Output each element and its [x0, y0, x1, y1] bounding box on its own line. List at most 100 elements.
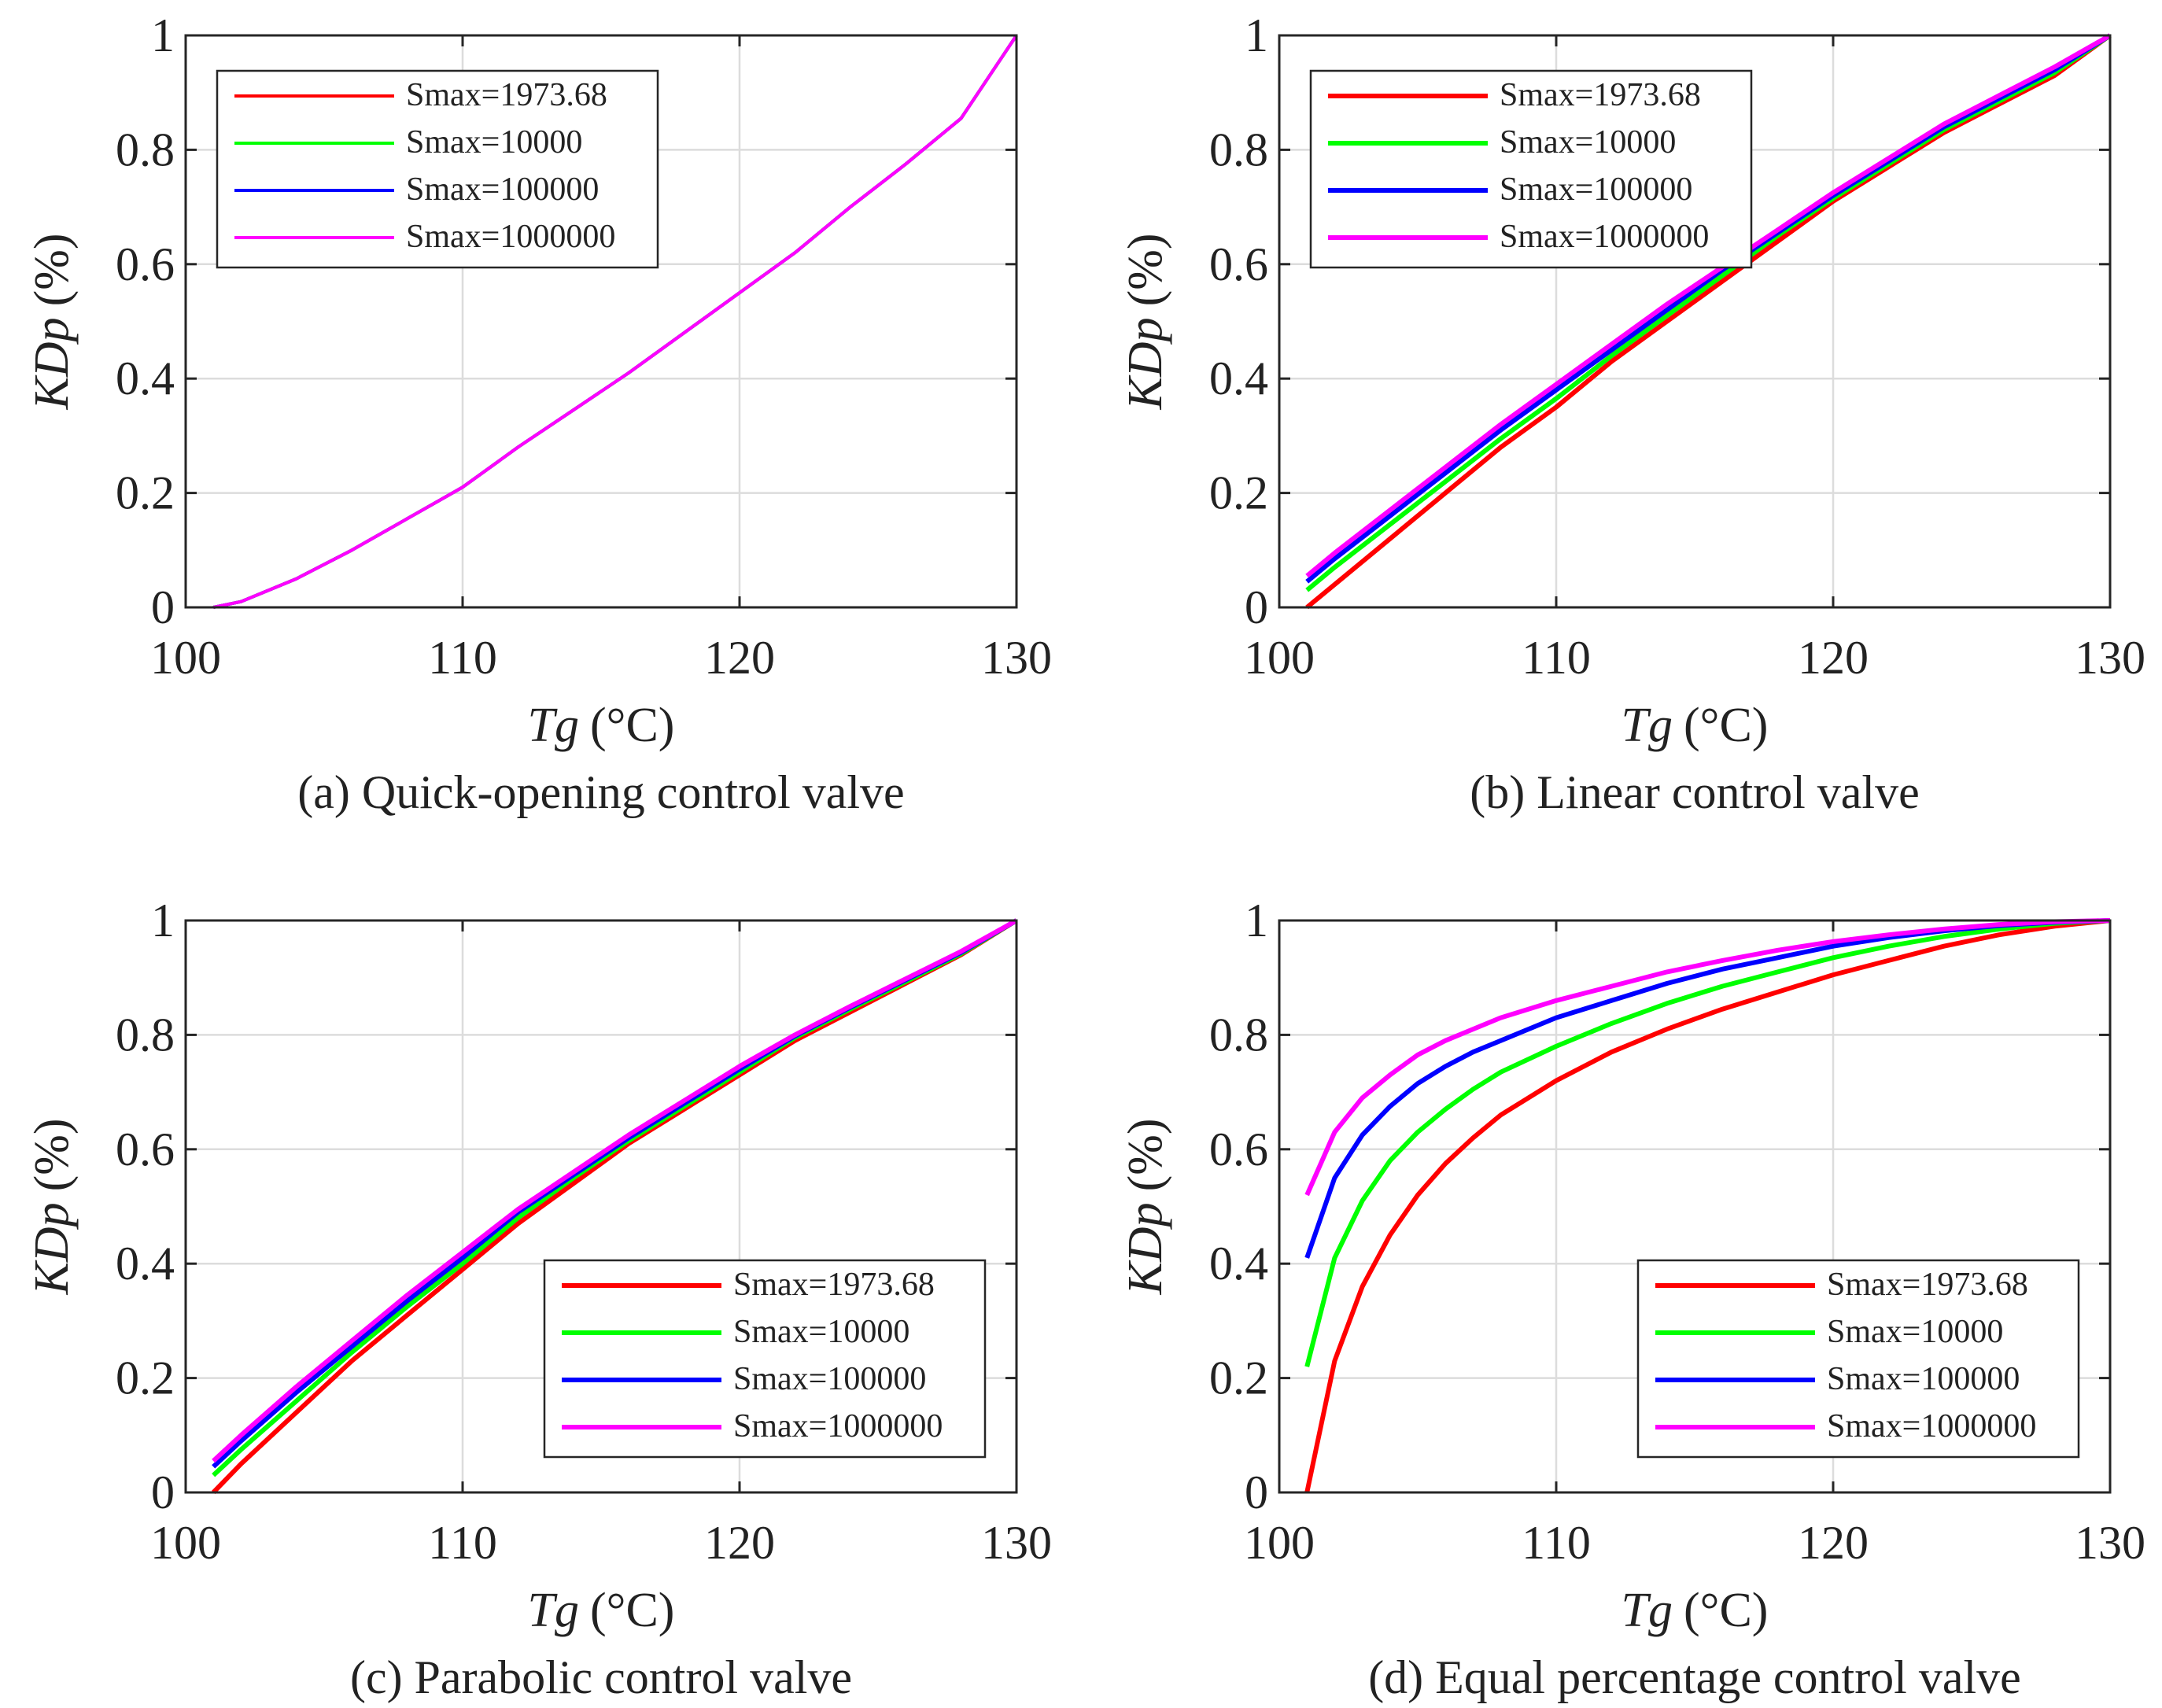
chart-panel-2: 100 110 120 130 0 0.2 0.4 0.6 0.8 1 Tg (°C) KDp (%) (b…: [1119, 9, 2145, 818]
legend-label-3: Smax=100000: [733, 1361, 926, 1397]
y-tick-label: 0.4: [1209, 352, 1268, 404]
legend-label-4: Smax=1000000: [406, 219, 615, 255]
y-tick-label: 0.6: [116, 238, 175, 290]
chart-panel-3: 100 110 120 130 0 0.2 0.4 0.6 0.8 1 Tg (°C) KDp (%) (c…: [25, 895, 1052, 1703]
y-axis-symbol: KDp: [1119, 1202, 1172, 1295]
x-tick-label: 120: [1798, 632, 1869, 684]
legend-label-4: Smax=1000000: [1500, 219, 1709, 255]
x-tick-label: 110: [428, 1517, 497, 1569]
y-tick-label: 1: [1245, 895, 1268, 946]
legend-label-1: Smax=1973.68: [733, 1267, 935, 1303]
x-axis-unit: (°C): [1684, 699, 1768, 752]
y-tick-label: 0: [1245, 581, 1268, 633]
panel-caption: (d) Equal percentage control valve: [1368, 1651, 2021, 1703]
y-tick-label: 0: [151, 581, 175, 633]
x-axis-symbol: Tg: [528, 699, 579, 752]
legend-label-1: Smax=1973.68: [1827, 1267, 2028, 1303]
x-tick-label: 130: [981, 632, 1052, 684]
x-tick-label: 100: [150, 1517, 221, 1569]
y-tick-label: 0.4: [1209, 1238, 1268, 1289]
x-tick-label: 100: [1244, 632, 1315, 684]
legend-label-1: Smax=1973.68: [1500, 77, 1701, 113]
x-tick-label: 130: [981, 1517, 1052, 1569]
x-tick-label: 120: [704, 1517, 775, 1569]
series-line-3: [1305, 33, 2112, 584]
y-axis-unit: (%): [1119, 1118, 1172, 1191]
y-tick-label: 0.6: [116, 1123, 175, 1175]
legend-box: [1636, 1259, 2080, 1459]
panel-caption: (b) Linear control valve: [1470, 766, 1919, 818]
series-line-1: [1305, 33, 2112, 610]
y-tick-label: 0.4: [116, 352, 175, 404]
y-axis-symbol: KDp: [25, 317, 79, 410]
panel-caption: (a) Quick-opening control valve: [297, 766, 904, 818]
y-tick-label: 1: [151, 895, 175, 946]
legend-box: [543, 1259, 987, 1459]
panel-caption: (c) Parabolic control valve: [350, 1651, 852, 1703]
series-line-4: [212, 34, 1018, 609]
legend: Smax=1973.68 Smax=10000 Smax=100000 Smax=10…: [1309, 69, 1753, 269]
x-tick-label: 130: [2075, 632, 2145, 684]
series-line-4: [1305, 33, 2112, 578]
x-axis-symbol: Tg: [1622, 1584, 1673, 1637]
x-axis-unit: (°C): [590, 699, 674, 752]
series-line-1: [1304, 918, 2111, 1493]
y-tick-label: 0.2: [116, 467, 175, 519]
y-tick-label: 0: [151, 1466, 175, 1518]
x-tick-label: 110: [1522, 632, 1591, 684]
y-tick-label: 0.2: [1209, 467, 1268, 519]
legend-label-4: Smax=1000000: [1827, 1408, 2036, 1444]
y-axis-symbol: KDp: [1119, 317, 1172, 410]
axes-box: [184, 34, 1018, 609]
axes-box: [184, 919, 1018, 1494]
series-line-4: [1304, 918, 2111, 1197]
x-tick-label: 110: [1522, 1517, 1591, 1569]
series-line-2: [1305, 33, 2112, 592]
y-tick-label: 0.2: [116, 1352, 175, 1404]
axes-box: [1278, 919, 2112, 1494]
legend-box: [1309, 69, 1753, 269]
x-tick-label: 120: [704, 632, 775, 684]
legend: Smax=1973.68 Smax=10000 Smax=100000 Smax=10…: [216, 69, 659, 269]
chart-panel-1: 100 110 120 130 0 0.2 0.4 0.6 0.8 1 Tg (°C) KDp (%) (a…: [25, 9, 1052, 818]
y-tick-label: 0.6: [1209, 238, 1268, 290]
y-axis-unit: (%): [25, 233, 79, 306]
legend-label-2: Smax=10000: [406, 124, 582, 160]
axes-box: [1278, 34, 2112, 609]
legend-label-2: Smax=10000: [1500, 124, 1676, 160]
y-tick-label: 0.8: [1209, 124, 1268, 175]
x-axis-unit: (°C): [1684, 1584, 1768, 1637]
chart-panel-4: 100 110 120 130 0 0.2 0.4 0.6 0.8 1 Tg (°C) KDp (%) (d…: [1119, 895, 2145, 1703]
legend-box: [216, 69, 659, 269]
x-axis-symbol: Tg: [528, 1584, 579, 1637]
y-axis-label: KDp (%): [1119, 1118, 1172, 1295]
y-axis-label: KDp (%): [25, 1118, 79, 1295]
x-axis-label: Tg (°C): [528, 1584, 675, 1637]
y-axis-unit: (%): [25, 1118, 79, 1191]
legend: Smax=1973.68 Smax=10000 Smax=100000 Smax=10…: [543, 1259, 987, 1459]
legend-label-3: Smax=100000: [1827, 1361, 2020, 1397]
legend-label-1: Smax=1973.68: [406, 77, 607, 113]
legend-label-3: Smax=100000: [406, 172, 599, 208]
y-axis-unit: (%): [1119, 233, 1172, 306]
y-tick-label: 0: [1245, 1466, 1268, 1518]
x-tick-label: 130: [2075, 1517, 2145, 1569]
legend: Smax=1973.68 Smax=10000 Smax=100000 Smax=10…: [1636, 1259, 2080, 1459]
x-axis-label: Tg (°C): [1622, 1584, 1769, 1637]
y-tick-label: 1: [1245, 9, 1268, 61]
legend-label-3: Smax=100000: [1500, 172, 1692, 208]
x-tick-label: 100: [150, 632, 221, 684]
y-tick-label: 0.6: [1209, 1123, 1268, 1175]
series-line-4: [212, 918, 1018, 1463]
legend-label-4: Smax=1000000: [733, 1408, 943, 1444]
x-tick-label: 100: [1244, 1517, 1315, 1569]
series-line-2: [1304, 918, 2111, 1367]
y-tick-label: 0.8: [116, 1009, 175, 1061]
y-tick-label: 1: [151, 9, 175, 61]
y-tick-label: 0.4: [116, 1238, 175, 1289]
y-axis-label: KDp (%): [1119, 233, 1172, 410]
x-axis-label: Tg (°C): [1622, 699, 1769, 752]
y-axis-label: KDp (%): [25, 233, 79, 410]
y-tick-label: 0.2: [1209, 1352, 1268, 1404]
